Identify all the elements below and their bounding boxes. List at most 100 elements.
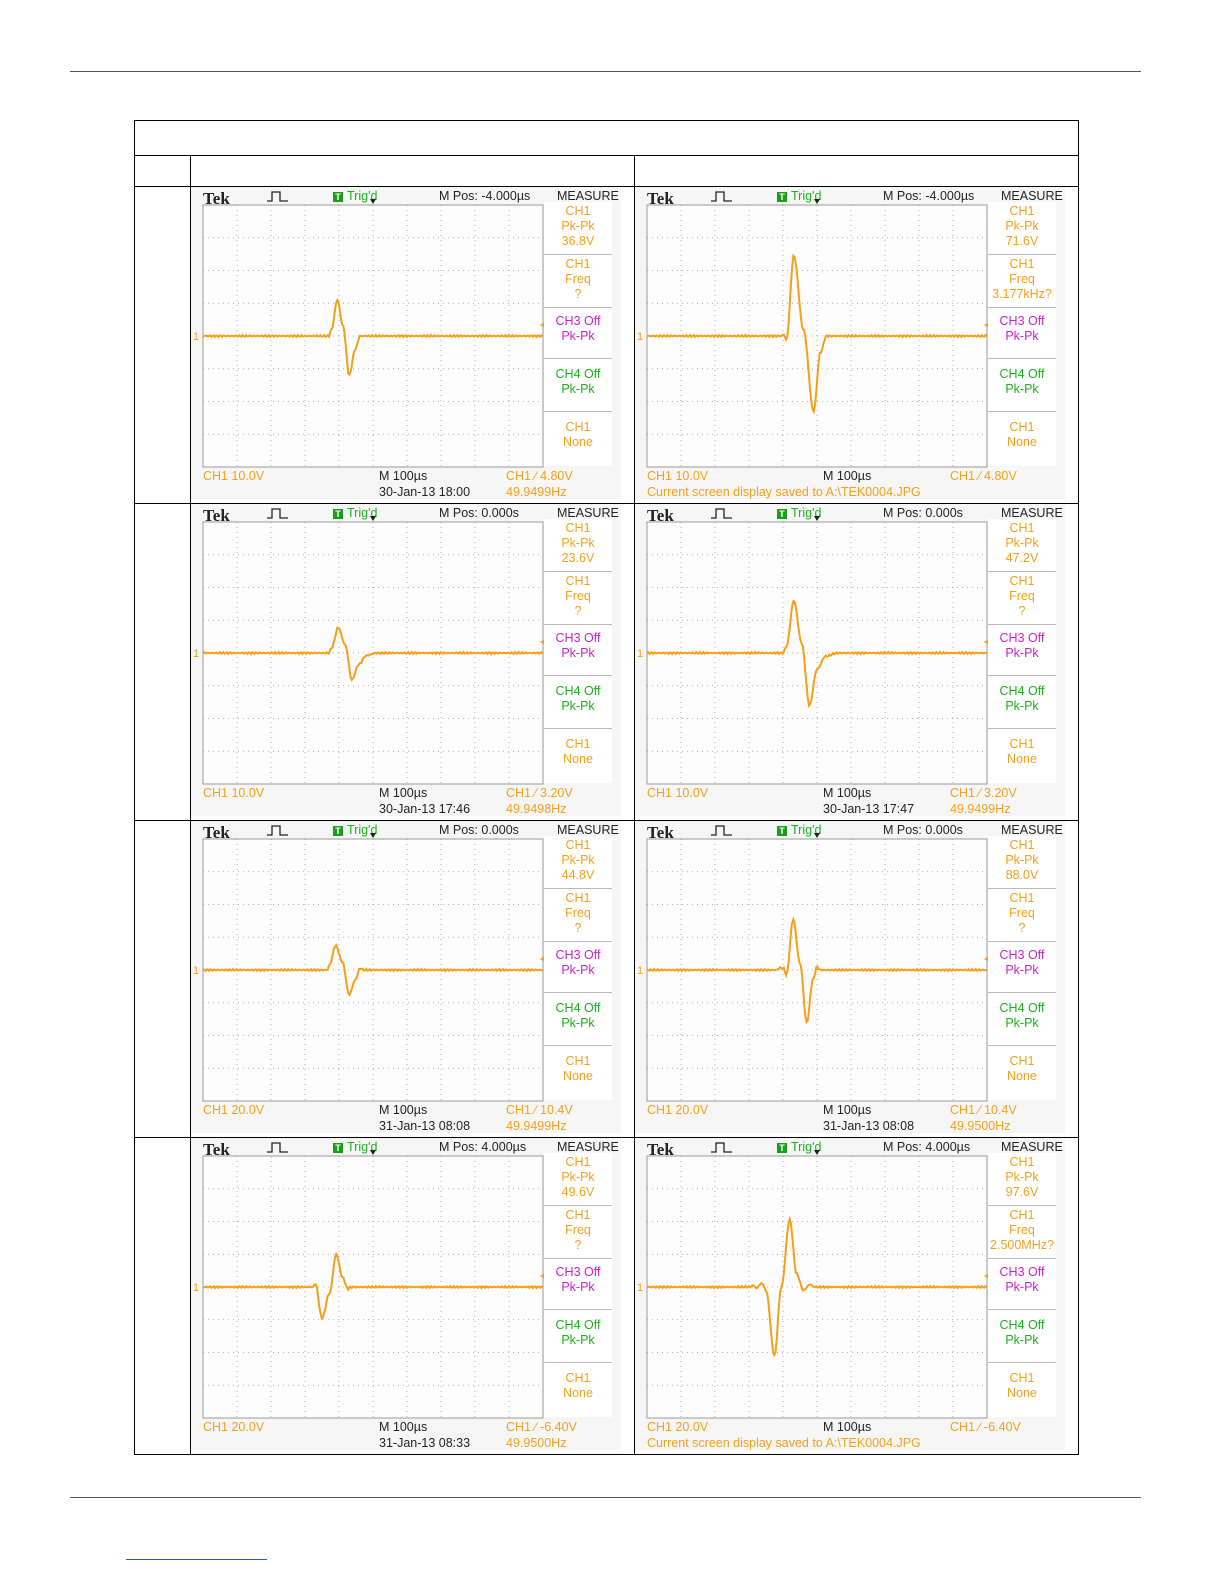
measure-label: MEASURE bbox=[557, 823, 619, 837]
ch4-readout: CH4 Off Pk-Pk bbox=[544, 684, 612, 729]
freq-label: Freq bbox=[1009, 906, 1035, 920]
none-label: None bbox=[563, 1069, 593, 1083]
ch1-label: CH1 bbox=[565, 420, 591, 434]
pkpk-value: 97.6V bbox=[1005, 1185, 1039, 1199]
ch1-scale: CH1 10.0V bbox=[203, 469, 265, 483]
trigger-level-marker bbox=[540, 639, 545, 645]
pkpk-label: Pk-Pk bbox=[561, 1280, 595, 1294]
pkpk-label: Pk-Pk bbox=[561, 536, 595, 550]
scope-cell: Tek T Trig'd M Pos: -4.000µs MEASURE 1 C… bbox=[190, 186, 635, 504]
pkpk-label: Pk-Pk bbox=[561, 699, 595, 713]
trigger-level-marker bbox=[984, 956, 989, 962]
ch3-off-label: CH3 Off bbox=[555, 948, 601, 962]
pkpk-label: Pk-Pk bbox=[1005, 1016, 1039, 1030]
trigger-badge: T bbox=[777, 826, 787, 836]
ch4-off-label: CH4 Off bbox=[555, 684, 601, 698]
ch4-readout: CH4 Off Pk-Pk bbox=[988, 1001, 1056, 1046]
pulse-icon bbox=[711, 191, 732, 202]
oscilloscope-screenshot: Tek T Trig'd M Pos: 4.000µs MEASURE 1 CH… bbox=[191, 1138, 621, 1450]
trigger-level: CH1 ∕ 10.4V bbox=[950, 1103, 1017, 1117]
ch1-waveform-trace bbox=[646, 253, 988, 415]
ch1-ground-marker: 1 bbox=[193, 648, 199, 660]
measure-panel: CH1 Pk-Pk 88.0V CH1 Freq ? CH3 Off Pk-Pk… bbox=[988, 836, 1056, 1100]
measure-label: MEASURE bbox=[557, 506, 619, 520]
pkpk-value: 23.6V bbox=[561, 551, 595, 565]
table-row: Tek T Trig'd M Pos: -4.000µs MEASURE 1 C… bbox=[134, 186, 1080, 504]
ch1-pkpk-readout: CH1 Pk-Pk 97.6V bbox=[988, 1155, 1056, 1206]
ch1-ground-marker: 1 bbox=[637, 331, 643, 343]
pkpk-value: 49.6V bbox=[561, 1185, 595, 1199]
measure-panel: CH1 Pk-Pk 36.8V CH1 Freq ? CH3 Off Pk-Pk… bbox=[544, 202, 612, 466]
measure-label: MEASURE bbox=[1001, 1140, 1063, 1154]
trigger-frequency: 49.9500Hz bbox=[506, 1436, 567, 1450]
waveform-plot: 1 bbox=[637, 1150, 989, 1419]
m-pos: M Pos: 4.000µs bbox=[439, 1140, 527, 1154]
trigger-level: CH1 ∕ 10.4V bbox=[506, 1103, 573, 1117]
ch1-pkpk-readout: CH1 Pk-Pk 49.6V bbox=[544, 1155, 612, 1206]
measure-label: MEASURE bbox=[1001, 823, 1063, 837]
freq-label: Freq bbox=[1009, 1223, 1035, 1237]
table-row: Tek T Trig'd M Pos: 0.000s MEASURE 1 CH1… bbox=[134, 503, 1080, 821]
ch3-readout: CH3 Off Pk-Pk bbox=[988, 1265, 1056, 1310]
pulse-icon bbox=[267, 508, 288, 519]
trigger-status: Trig'd bbox=[791, 1140, 822, 1154]
trigger-status: Trig'd bbox=[791, 506, 822, 520]
freq-value: ? bbox=[574, 287, 582, 301]
trigger-status: Trig'd bbox=[347, 506, 378, 520]
ch4-off-label: CH4 Off bbox=[555, 1318, 601, 1332]
ch1-scale: CH1 10.0V bbox=[647, 469, 709, 483]
date-time: 30-Jan-13 18:00 bbox=[379, 485, 471, 499]
pkpk-label: Pk-Pk bbox=[1005, 853, 1039, 867]
ch1-ground-marker: 1 bbox=[637, 1282, 643, 1294]
freq-value: ? bbox=[574, 921, 582, 935]
pkpk-label: Pk-Pk bbox=[561, 329, 595, 343]
pkpk-value: 44.8V bbox=[561, 868, 595, 882]
ch3-readout: CH3 Off Pk-Pk bbox=[544, 1265, 612, 1310]
pkpk-label: Pk-Pk bbox=[1005, 1333, 1039, 1347]
oscilloscope-screenshot: Tek T Trig'd M Pos: 0.000s MEASURE 1 CH1… bbox=[191, 504, 621, 816]
ch1-freq-readout: CH1 Freq 3.177kHz? bbox=[988, 257, 1056, 308]
pkpk-label: Pk-Pk bbox=[1005, 382, 1039, 396]
table-title-cell bbox=[133, 120, 1080, 156]
pkpk-label: Pk-Pk bbox=[561, 963, 595, 977]
m-pos: M Pos: 4.000µs bbox=[883, 1140, 971, 1154]
timebase: M 100µs bbox=[823, 1420, 872, 1434]
scope-cell: Tek T Trig'd M Pos: 0.000s MEASURE 1 CH1… bbox=[190, 820, 635, 1138]
trigger-level: CH1 ∕ 4.80V bbox=[506, 469, 573, 483]
ch3-off-label: CH3 Off bbox=[999, 314, 1045, 328]
ch1-scale: CH1 20.0V bbox=[203, 1420, 265, 1434]
trigger-level-marker bbox=[984, 1273, 989, 1279]
ch1-none-readout: CH1 None bbox=[544, 1054, 612, 1098]
pkpk-label: Pk-Pk bbox=[561, 382, 595, 396]
footer-link-underline bbox=[126, 1559, 267, 1560]
measure-label: MEASURE bbox=[1001, 506, 1063, 520]
ch1-pkpk-readout: CH1 Pk-Pk 23.6V bbox=[544, 521, 612, 572]
header-cell-label bbox=[134, 155, 191, 187]
trigger-badge: T bbox=[777, 509, 787, 519]
ch1-none-readout: CH1 None bbox=[544, 737, 612, 781]
ch1-waveform-trace bbox=[646, 916, 987, 1025]
table-header-row bbox=[134, 155, 1080, 187]
pkpk-label: Pk-Pk bbox=[561, 1333, 595, 1347]
pkpk-label: Pk-Pk bbox=[1005, 329, 1039, 343]
ch1-label: CH1 bbox=[565, 1155, 591, 1169]
ch3-off-label: CH3 Off bbox=[555, 314, 601, 328]
ch1-waveform-trace bbox=[202, 626, 544, 682]
trigger-level: CH1 ∕ 3.20V bbox=[950, 786, 1017, 800]
freq-label: Freq bbox=[565, 906, 591, 920]
pkpk-label: Pk-Pk bbox=[561, 1016, 595, 1030]
trigger-badge: T bbox=[777, 192, 787, 202]
ch1-label: CH1 bbox=[1009, 891, 1035, 905]
ch3-readout: CH3 Off Pk-Pk bbox=[988, 631, 1056, 676]
pkpk-label: Pk-Pk bbox=[1005, 963, 1039, 977]
scope-cell: Tek T Trig'd M Pos: 0.000s MEASURE 1 CH1… bbox=[190, 503, 635, 821]
tek-logo: Tek bbox=[203, 1140, 230, 1159]
trigger-level-marker bbox=[540, 322, 545, 328]
trigger-status: Trig'd bbox=[791, 189, 822, 203]
trigger-frequency: 49.9499Hz bbox=[950, 802, 1011, 816]
ch1-freq-readout: CH1 Freq ? bbox=[988, 891, 1056, 942]
footer-rule bbox=[70, 1497, 1141, 1498]
ch4-readout: CH4 Off Pk-Pk bbox=[544, 367, 612, 412]
timebase: M 100µs bbox=[379, 469, 428, 483]
timebase: M 100µs bbox=[823, 786, 872, 800]
